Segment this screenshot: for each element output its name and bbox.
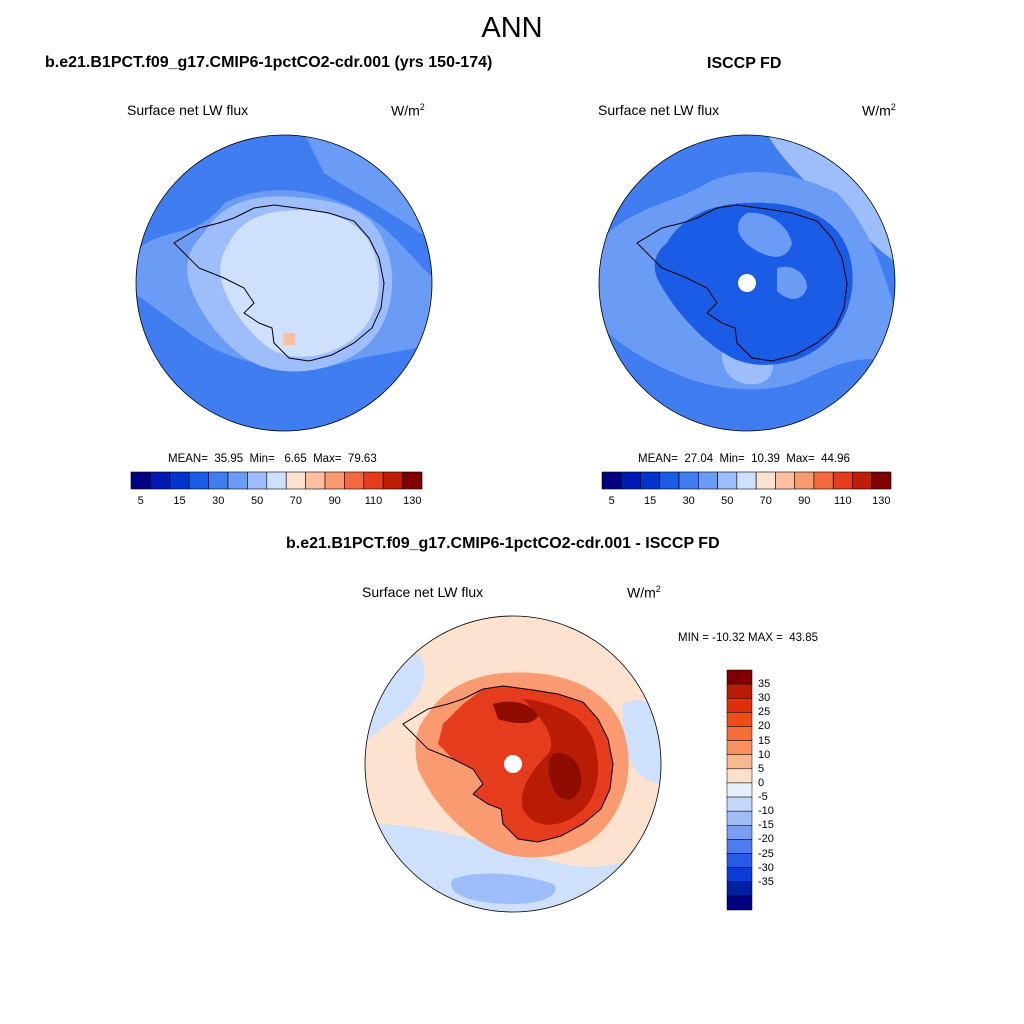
colorbar-tick-label: 70 xyxy=(759,495,772,507)
colorbar-tick-label: 15 xyxy=(644,495,657,507)
colorbar-swatch xyxy=(726,796,753,812)
panel3-units: W/m2 xyxy=(627,584,661,601)
colorbar-swatch xyxy=(208,471,229,490)
panel3-colorbar xyxy=(726,669,753,911)
colorbar-tick-label: 30 xyxy=(682,495,695,507)
panel3-map xyxy=(364,615,662,913)
colorbar-swatch xyxy=(726,712,753,727)
colorbar-tick-label: 30 xyxy=(212,495,225,507)
colorbar-swatch xyxy=(726,782,753,798)
colorbar-swatch xyxy=(601,471,622,490)
colorbar-swatch xyxy=(169,471,190,490)
colorbar-swatch xyxy=(736,471,757,490)
colorbar-tick-label: -35 xyxy=(758,875,774,888)
colorbar-swatch xyxy=(726,825,753,840)
colorbar-swatch xyxy=(363,471,384,490)
colorbar-tick-label: -15 xyxy=(758,819,774,832)
colorbar-swatch xyxy=(640,471,661,490)
panel1-units: W/m2 xyxy=(391,102,425,119)
colorbar-swatch xyxy=(726,740,753,755)
colorbar-swatch xyxy=(247,471,268,490)
colorbar-tick-label: 110 xyxy=(364,495,383,507)
colorbar-swatch xyxy=(402,471,423,490)
colorbar-tick-label: 15 xyxy=(758,734,771,747)
figure-title: ANN xyxy=(481,12,543,44)
colorbar-tick-label: -10 xyxy=(758,805,774,818)
panel1-colorbar xyxy=(130,471,423,490)
colorbar-swatch xyxy=(227,471,248,490)
colorbar-tick-label: 5 xyxy=(758,762,765,775)
colorbar-tick-label: 0 xyxy=(758,776,765,789)
panel2-variable: Surface net LW flux xyxy=(598,102,720,118)
colorbar-tick-label: 130 xyxy=(872,495,891,507)
colorbar-tick-label: 5 xyxy=(608,495,615,507)
colorbar-swatch xyxy=(726,853,753,868)
colorbar-swatch xyxy=(620,471,641,490)
panel1-stats: MEAN= 35.95 Min= 6.65 Max= 79.63 xyxy=(168,453,377,465)
colorbar-swatch xyxy=(659,471,680,490)
colorbar-swatch xyxy=(726,867,753,883)
colorbar-swatch xyxy=(188,471,209,490)
colorbar-swatch xyxy=(698,471,718,490)
colorbar-tick-label: 35 xyxy=(758,678,771,691)
colorbar-tick-label: 70 xyxy=(289,495,303,507)
colorbar-swatch xyxy=(305,471,326,490)
panel2-map xyxy=(598,134,896,432)
colorbar-tick-label: 5 xyxy=(137,495,144,507)
colorbar-swatch xyxy=(755,471,776,490)
colorbar-tick-label: 10 xyxy=(758,748,771,761)
colorbar-swatch xyxy=(382,471,403,490)
colorbar-tick-label: 90 xyxy=(328,495,341,507)
colorbar-swatch xyxy=(150,471,171,490)
panel2-units: W/m2 xyxy=(862,102,896,119)
colorbar-tick-label: 130 xyxy=(403,495,422,507)
panel1-variable: Surface net LW flux xyxy=(127,102,249,118)
colorbar-swatch xyxy=(813,471,834,490)
colorbar-tick-label: -5 xyxy=(758,791,768,804)
colorbar-tick-label: 50 xyxy=(721,495,734,507)
colorbar-tick-label: 15 xyxy=(173,495,186,507)
panel3-heading: b.e21.B1PCT.f09_g17.CMIP6-1pctCO2-cdr.00… xyxy=(286,535,720,552)
colorbar-swatch xyxy=(324,471,345,490)
panel2-heading: ISCCP FD xyxy=(707,55,782,72)
colorbar-swatch xyxy=(726,839,753,854)
panel3-stats: MIN = -10.32 MAX = 43.85 xyxy=(678,632,818,644)
panel1-heading: b.e21.B1PCT.f09_g17.CMIP6-1pctCO2-cdr.00… xyxy=(45,54,493,71)
colorbar-swatch xyxy=(726,697,753,713)
colorbar-tick-label: 50 xyxy=(250,495,264,507)
colorbar-swatch xyxy=(726,669,753,685)
colorbar-tick-label: 30 xyxy=(758,692,771,705)
colorbar-swatch xyxy=(130,471,151,490)
colorbar-tick-label: -20 xyxy=(758,833,774,846)
panel3-variable: Surface net LW flux xyxy=(362,584,484,600)
colorbar-tick-label: 110 xyxy=(834,495,852,507)
panel2-colorbar xyxy=(601,471,892,490)
colorbar-swatch xyxy=(852,471,873,490)
colorbar-swatch xyxy=(344,471,365,490)
colorbar-swatch xyxy=(717,471,738,490)
colorbar-tick-label: 25 xyxy=(758,706,771,719)
colorbar-swatch xyxy=(794,471,815,490)
colorbar-swatch xyxy=(285,471,306,490)
colorbar-swatch xyxy=(871,471,892,490)
colorbar-swatch xyxy=(726,754,753,770)
colorbar-swatch xyxy=(726,895,753,911)
panel1-map xyxy=(135,134,433,432)
colorbar-tick-label: -30 xyxy=(758,861,774,874)
colorbar-swatch xyxy=(726,683,753,699)
colorbar-swatch xyxy=(678,471,699,490)
colorbar-swatch xyxy=(726,881,753,897)
colorbar-swatch xyxy=(832,471,853,490)
colorbar-tick-label: 20 xyxy=(758,720,771,733)
colorbar-swatch xyxy=(775,471,795,490)
colorbar-tick-label: -25 xyxy=(758,847,774,860)
colorbar-tick-label: 90 xyxy=(798,495,811,507)
colorbar-swatch xyxy=(266,471,287,490)
panel2-stats: MEAN= 27.04 Min= 10.39 Max= 44.96 xyxy=(638,453,850,465)
colorbar-swatch xyxy=(726,810,753,826)
colorbar-swatch xyxy=(726,726,753,741)
colorbar-swatch xyxy=(726,768,753,784)
